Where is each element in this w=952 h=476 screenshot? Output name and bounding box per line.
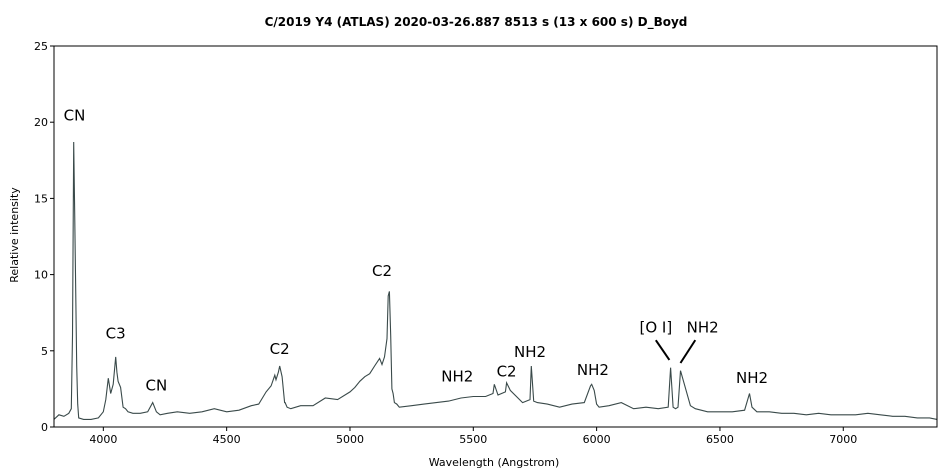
annotation-label: CN <box>146 376 168 394</box>
x-tick-label: 5000 <box>336 433 364 446</box>
chart-title: C/2019 Y4 (ATLAS) 2020-03-26.887 8513 s … <box>265 15 688 30</box>
annotation-label: NH2 <box>577 361 609 379</box>
annotation-label: NH2 <box>514 343 546 361</box>
y-tick-label: 10 <box>34 269 48 282</box>
spectrum-line <box>53 141 938 420</box>
annotation-label: CN <box>64 107 86 125</box>
annotation-label: NH2 <box>441 367 473 385</box>
plot-area <box>53 141 938 420</box>
annotation-label: NH2 <box>736 369 768 387</box>
annotation-label: C3 <box>106 325 126 343</box>
y-tick-label: 20 <box>34 116 48 129</box>
annotation-leader-lines <box>654 339 697 364</box>
x-tick-label: 5500 <box>459 433 487 446</box>
annotation-leader <box>654 339 671 361</box>
annotation-label: [O I] <box>639 319 672 337</box>
x-axis-label: Wavelength (Angstrom) <box>429 456 560 469</box>
x-tick-label: 7000 <box>829 433 857 446</box>
y-tick-label: 15 <box>34 192 48 205</box>
annotation-leader <box>679 339 697 364</box>
x-tick-label: 6000 <box>583 433 611 446</box>
y-tick-label: 25 <box>34 40 48 53</box>
x-tick-label: 4000 <box>89 433 117 446</box>
y-axis-label: Relative intensity <box>8 187 21 283</box>
y-tick-label: 5 <box>41 345 48 358</box>
y-tick-label: 0 <box>41 421 48 434</box>
axis-ticks: 4000 4500 5000 5500 6000 6500 7000 0 5 10 15 20 25 <box>34 40 857 446</box>
annotation-label: C2 <box>270 340 290 358</box>
x-tick-label: 6500 <box>706 433 734 446</box>
x-tick-label: 4500 <box>213 433 241 446</box>
plot-frame <box>53 45 938 428</box>
annotation-label: NH2 <box>687 319 719 337</box>
annotation-label: C2 <box>497 363 517 381</box>
line-annotations: CN C3 CN C2 C2 NH2 C2 NH2 NH2 [O I] NH2 NH2 <box>64 107 768 395</box>
annotation-label: C2 <box>372 262 392 280</box>
y-axis-label-group: Relative intensity <box>8 187 21 283</box>
